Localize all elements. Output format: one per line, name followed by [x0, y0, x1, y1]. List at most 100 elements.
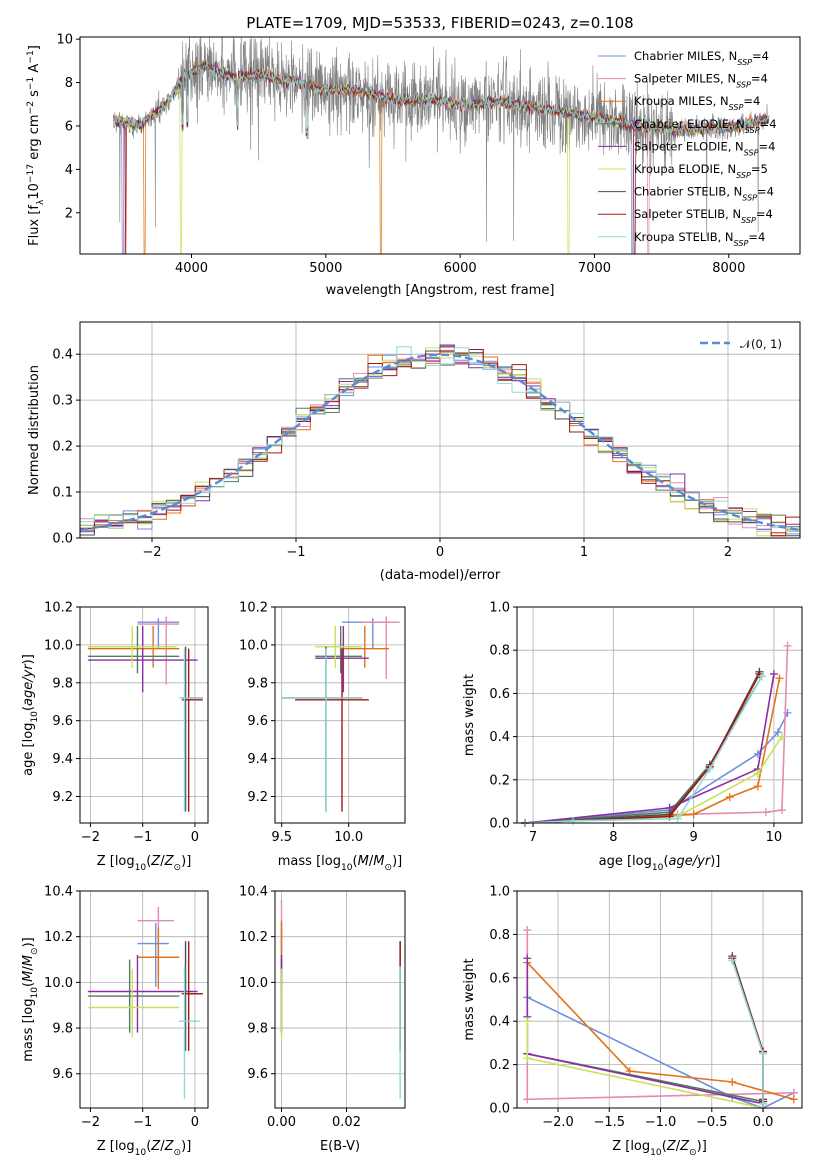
y-tick-label: 0.2: [489, 773, 510, 788]
data-point-marker: [757, 672, 766, 681]
y-tick-label: 10.2: [44, 930, 73, 945]
y-tick-label: 9.6: [52, 1067, 73, 1082]
series-line: [524, 673, 775, 824]
legend-label: Chabrier STELIB, NSSP=4: [634, 185, 774, 203]
data-point-marker: [761, 808, 770, 817]
y-axis-label: Normed distribution: [27, 365, 42, 495]
x-tick-label: 4000: [175, 261, 208, 276]
x-tick-label: 0: [191, 830, 199, 845]
panel-residuals: −2 −1 0 1 2 0.0 0.1 0.2 0.3 0.4 (data-model)/error…: [27, 321, 801, 583]
errorbar-kroupa-elodie: [87, 968, 180, 1038]
axes: −2 −1 0 1 2 0.0 0.1 0.2 0.3 0.4 (data-model)/error…: [27, 321, 801, 583]
errorbar-salpeter-stelib: [181, 941, 203, 1051]
legend-label: Chabrier MILES, NSSP=4: [634, 49, 769, 67]
panel-weight-age: 7 8 9 10 0.0 0.2 0.4 0.6 0.8 1.0 age [log10(age/yr…: [462, 601, 803, 873]
axes: −2.0 −1.5 −1.0 −0.5 0.0 0.0 0.2 0.4 0.6 0.8 1.0 Z […: [462, 885, 803, 1158]
data-point-marker: [673, 814, 682, 823]
y-tick-label: 9.8: [247, 676, 268, 691]
series-line: [524, 645, 789, 824]
y-tick-label: 1.0: [489, 601, 510, 616]
y-tick-label: 9.8: [52, 676, 73, 691]
y-tick-label: 9.8: [247, 1022, 268, 1037]
series-kroupa-miles: [521, 674, 784, 827]
series-line: [731, 960, 764, 1104]
series-chabrier-stelib: [728, 952, 768, 1104]
legend-label: Kroupa MILES, NSSP=4: [634, 94, 760, 112]
data-point-marker: [753, 782, 762, 791]
x-tick-label: −1: [286, 545, 305, 560]
y-tick-label: 9.6: [247, 714, 268, 729]
y-tick-label: 6: [65, 119, 73, 134]
axes: −2 −1 0 9.2 9.4 9.6 9.8 10.0 10.2 Z [log10(Z/Z⊙)]…: [21, 601, 209, 873]
y-tick-label: 9.2: [247, 790, 268, 805]
x-axis-label: age [log10(age/yr)]: [599, 854, 721, 873]
panel-age-mass: 9.5 10.0 9.2 9.4 9.6 9.8 10.0 10.2 mass [log10(M…: [239, 601, 406, 873]
series-line: [524, 675, 763, 824]
x-tick-label: −1: [133, 830, 152, 845]
axes-frame: [516, 606, 803, 824]
errorbar-chabrier-miles: [137, 922, 169, 987]
x-axis-label: (data-model)/error: [380, 568, 501, 583]
data-point-marker: [725, 793, 734, 802]
series-line: [524, 673, 761, 824]
y-tick-label: 10.0: [239, 976, 268, 991]
y-tick-label: 9.6: [247, 1067, 268, 1082]
axes-frame: [274, 606, 406, 824]
errorbar-kroupa-miles: [137, 927, 180, 990]
x-axis-label: mass [log10(M/M⊙)]: [278, 854, 402, 873]
y-tick-label: 0.4: [489, 730, 510, 745]
x-axis-label: Z [log10(Z/Z⊙)]: [612, 1139, 707, 1158]
x-tick-label: −2: [81, 830, 100, 845]
y-tick-label: 0.8: [489, 644, 510, 659]
plot-area: [87, 616, 203, 812]
y-axis-label: mass [log10(M/M⊙)]: [21, 937, 40, 1061]
plot-area: [80, 344, 800, 537]
y-tick-label: 0.2: [489, 1058, 510, 1073]
plot-area: [521, 641, 792, 827]
legend-label: Salpeter MILES, NSSP=4: [634, 72, 768, 90]
data-point-marker: [523, 954, 532, 963]
data-point-marker: [728, 1077, 737, 1086]
y-tick-label: 9.4: [52, 752, 73, 767]
y-tick-label: 10.0: [44, 976, 73, 991]
data-point-marker: [773, 728, 782, 737]
x-tick-label: 2: [724, 545, 732, 560]
data-point-marker: [523, 1095, 532, 1104]
x-tick-label: −1: [133, 1115, 152, 1130]
legend-label: Kroupa ELODIE, NSSP=5: [634, 162, 768, 180]
series-line: [524, 675, 763, 824]
x-axis-label: Z [log10(Z/Z⊙)]: [97, 854, 192, 873]
model-spectrum-kroupa-stelib: [113, 60, 770, 137]
axes: −2 −1 0 9.6 9.8 10.0 10.2 10.4 Z [log10(Z/Z⊙)] ma…: [21, 885, 209, 1158]
x-tick-label: 7000: [578, 261, 611, 276]
y-tick-label: 0.1: [52, 486, 73, 501]
legend-label: Salpeter ELODIE, NSSP=4: [634, 139, 775, 157]
data-point-marker: [759, 1099, 768, 1108]
y-tick-label: 10.4: [239, 885, 268, 900]
x-tick-label: 9.5: [271, 830, 292, 845]
legend: Chabrier MILES, NSSP=4 Salpeter MILES, NS…: [598, 49, 777, 247]
y-tick-label: 10: [56, 33, 73, 48]
x-tick-label: −1.0: [645, 1115, 677, 1130]
y-tick-label: 0.6: [489, 971, 510, 986]
y-tick-label: 10.2: [239, 930, 268, 945]
x-tick-label: 0: [191, 1115, 199, 1130]
y-tick-label: 10.0: [44, 638, 73, 653]
errorbar-kroupa-stelib: [179, 966, 201, 1099]
y-tick-label: 0.3: [52, 394, 73, 409]
y-axis-label: age [log10(age/yr)]: [21, 654, 40, 776]
y-tick-label: 2: [65, 206, 73, 221]
y-tick-label: 9.2: [52, 790, 73, 805]
grid-lines: [80, 606, 208, 823]
legend-label: Chabrier ELODIE, NSSP=4: [634, 117, 777, 135]
data-point-marker: [523, 1017, 532, 1026]
errorbar-kroupa-miles: [342, 625, 389, 668]
y-tick-label: 4: [65, 163, 73, 178]
errorbar-salpeter-stelib: [181, 648, 203, 812]
series-line: [526, 996, 795, 1109]
panel-mass-EBV: 0.00 0.02 9.6 9.8 10.0 10.2 10.4 E(B-V): [239, 885, 406, 1154]
plot-area: [113, 37, 770, 254]
data-point-marker: [523, 926, 532, 935]
panel-weight-Z: −2.0 −1.5 −1.0 −0.5 0.0 0.0 0.2 0.4 0.6 0.8 1.0 Z […: [462, 885, 803, 1158]
x-tick-label: −1.5: [593, 1115, 625, 1130]
